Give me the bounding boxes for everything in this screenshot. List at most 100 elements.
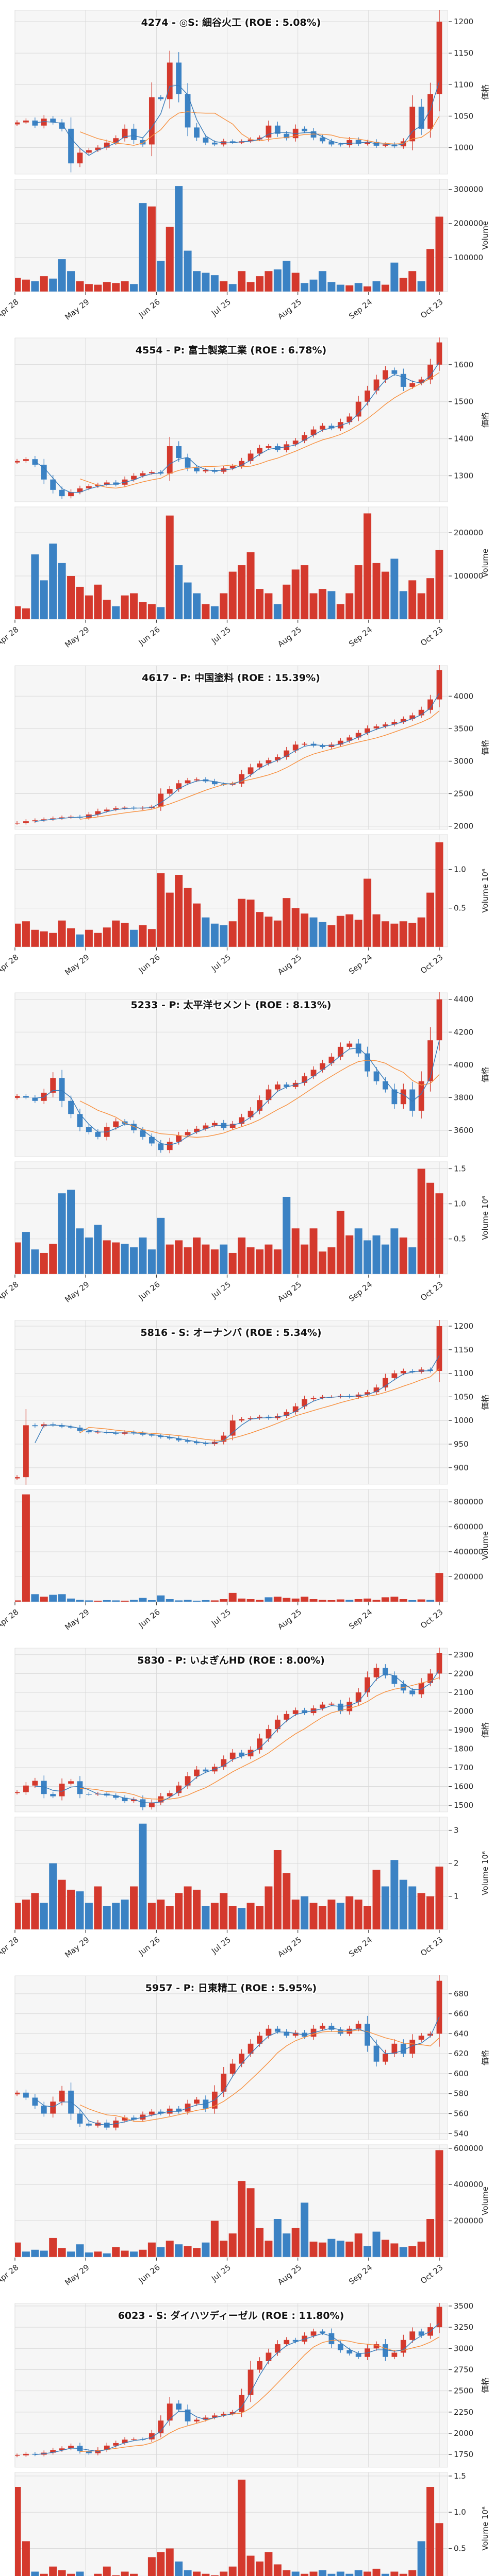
chart-section-4617: 2000 2500 3000 3500 4000 0.5 1.0 Apr 28 May 29 Ju… xyxy=(0,655,495,983)
price-panel xyxy=(14,665,448,829)
ma-long-line xyxy=(79,2029,440,2122)
volume-tick-labels: 0.5 1.0 1.5 xyxy=(449,1164,466,1244)
chart-section-6023: 1750 2000 2250 2500 2750 3000 3250 3500 0.5 1.0 1.… xyxy=(0,2293,495,2576)
svg-text:1500: 1500 xyxy=(454,397,473,406)
svg-text:1100: 1100 xyxy=(454,1369,473,1378)
ma-long-line xyxy=(79,1368,440,1441)
svg-text:1050: 1050 xyxy=(454,1393,473,1402)
svg-text:680: 680 xyxy=(454,1989,469,1998)
price-tick-labels: 1500 1600 1700 1800 1900 2000 2100 2200 2300 xyxy=(449,1650,473,1810)
chart-section-4554: 1300 1400 1500 1600 100000 200000 Apr 28 May 29… xyxy=(0,327,495,655)
svg-text:3000: 3000 xyxy=(454,2344,473,2353)
ma-short-line xyxy=(35,692,440,822)
svg-text:2750: 2750 xyxy=(454,2365,473,2374)
price-tick-labels: 900 950 1000 1050 1100 1150 1200 xyxy=(449,1321,473,1472)
volume-tick-labels: 1 2 3 xyxy=(449,1826,459,1901)
svg-text:2200: 2200 xyxy=(454,1669,473,1678)
volume-bars xyxy=(15,513,443,619)
chart-section-5830: 1500 1600 1700 1800 1900 2000 2100 2200 2300 1 2 3 A… xyxy=(0,1637,495,1965)
ma-long-line xyxy=(79,1677,440,1800)
svg-text:540: 540 xyxy=(454,2129,469,2138)
grid-lines xyxy=(14,10,448,292)
stock-chart-5830: 150016001700180019002000210022002300123A… xyxy=(0,1637,495,1965)
price-tick-labels: 1000 1050 1100 1150 1200 xyxy=(449,17,473,152)
svg-text:100000: 100000 xyxy=(454,571,483,581)
chart-title: 4617 - P: 中国塗料 (ROE : 15.39%) xyxy=(142,672,320,684)
ma-short-line xyxy=(35,2323,440,2455)
price-tick-labels: 1750 2000 2250 2500 2750 3000 3250 3500 xyxy=(449,2301,473,2459)
svg-text:1.0: 1.0 xyxy=(454,2507,466,2517)
price-panel xyxy=(14,1320,448,1485)
svg-text:1800: 1800 xyxy=(454,1744,473,1753)
svg-text:1700: 1700 xyxy=(454,1763,473,1772)
ma-long-line xyxy=(79,2336,440,2452)
svg-text:1750: 1750 xyxy=(454,2450,473,2459)
ma-short-line xyxy=(35,81,440,156)
candlestick-series xyxy=(15,665,442,825)
volume-axis-label: Volume 10⁶ xyxy=(481,1196,490,1240)
svg-text:3500: 3500 xyxy=(454,2301,473,2311)
chart-section-4274: 1000 1050 1100 1150 1200 100000 200000 300000 Ap… xyxy=(0,0,495,328)
svg-text:0.5: 0.5 xyxy=(454,1234,466,1244)
svg-text:1600: 1600 xyxy=(454,1782,473,1791)
svg-text:800000: 800000 xyxy=(454,1497,483,1506)
svg-text:1.0: 1.0 xyxy=(454,1199,466,1209)
svg-text:1: 1 xyxy=(454,1892,459,1901)
price-axis-label: 価格 xyxy=(481,1722,490,1738)
stock-chart-5957: 540 560 580 600 620 640 660 680 200000 400000 6000… xyxy=(0,1965,495,2293)
price-axis-label: 価格 xyxy=(481,1067,490,1082)
svg-text:2500: 2500 xyxy=(454,789,473,798)
svg-text:600000: 600000 xyxy=(454,1522,483,1532)
volume-axis-label: Volume xyxy=(481,549,490,578)
svg-text:200000: 200000 xyxy=(454,1572,483,1582)
svg-text:3600: 3600 xyxy=(454,1126,473,1135)
chart-title: 4274 - ◎S: 細谷火工 (ROE : 5.08%) xyxy=(141,16,321,28)
chart-section-5957: 540 560 580 600 620 640 660 680 200000 400000 6000… xyxy=(0,1965,495,2293)
svg-text:2300: 2300 xyxy=(454,1650,473,1659)
svg-text:2000: 2000 xyxy=(454,2429,473,2438)
svg-text:3250: 3250 xyxy=(454,2323,473,2332)
chart-title: 5816 - S: オーナンバ (ROE : 5.34%) xyxy=(140,1327,321,1338)
price-axis-label: 価格 xyxy=(481,740,490,755)
chart-section-5816: 900 950 1000 1050 1100 1150 1200 200000 400000 60… xyxy=(0,1310,495,1638)
svg-text:1150: 1150 xyxy=(454,1345,473,1354)
svg-text:3800: 3800 xyxy=(454,1093,473,1103)
svg-text:0.5: 0.5 xyxy=(454,903,466,912)
grid-lines xyxy=(14,1975,448,2257)
svg-text:1000: 1000 xyxy=(454,143,473,152)
price-tick-labels: 2000 2500 3000 3500 4000 xyxy=(449,691,473,831)
svg-text:1000: 1000 xyxy=(454,1416,473,1425)
svg-text:1100: 1100 xyxy=(454,80,473,89)
volume-tick-labels: 200000 400000 600000 800000 xyxy=(449,1497,483,1582)
volume-axis-label: Volume 10⁶ xyxy=(481,2506,490,2551)
volume-bars xyxy=(15,842,443,947)
volume-bars xyxy=(15,1823,443,1929)
ma-long-line xyxy=(79,111,440,146)
stock-chart-5816: 900 950 1000 1050 1100 1150 1200 200000 400000 60… xyxy=(0,1310,495,1638)
svg-text:1.0: 1.0 xyxy=(454,865,466,874)
svg-text:400000: 400000 xyxy=(454,1547,483,1556)
svg-text:2100: 2100 xyxy=(454,1688,473,1697)
svg-text:600: 600 xyxy=(454,2069,469,2078)
grid-lines xyxy=(14,1320,448,1602)
svg-text:4400: 4400 xyxy=(454,995,473,1004)
price-panel xyxy=(14,2303,448,2467)
candlestick-series xyxy=(15,2302,442,2458)
volume-bars xyxy=(15,1168,443,1275)
ma-long-line xyxy=(79,372,440,488)
volume-axis-label: Volume 10⁶ xyxy=(481,869,490,913)
svg-text:2000: 2000 xyxy=(454,1706,473,1716)
svg-text:1050: 1050 xyxy=(454,111,473,121)
svg-text:600000: 600000 xyxy=(454,2144,483,2153)
svg-text:0.5: 0.5 xyxy=(454,2544,466,2553)
price-axis-label: 価格 xyxy=(481,2378,490,2393)
svg-text:200000: 200000 xyxy=(454,2216,483,2225)
svg-text:1150: 1150 xyxy=(454,48,473,58)
chart-title: 6023 - S: ダイハツディーゼル (ROE : 11.80%) xyxy=(118,2310,344,2321)
svg-text:560: 560 xyxy=(454,2109,469,2118)
svg-text:1400: 1400 xyxy=(454,434,473,443)
